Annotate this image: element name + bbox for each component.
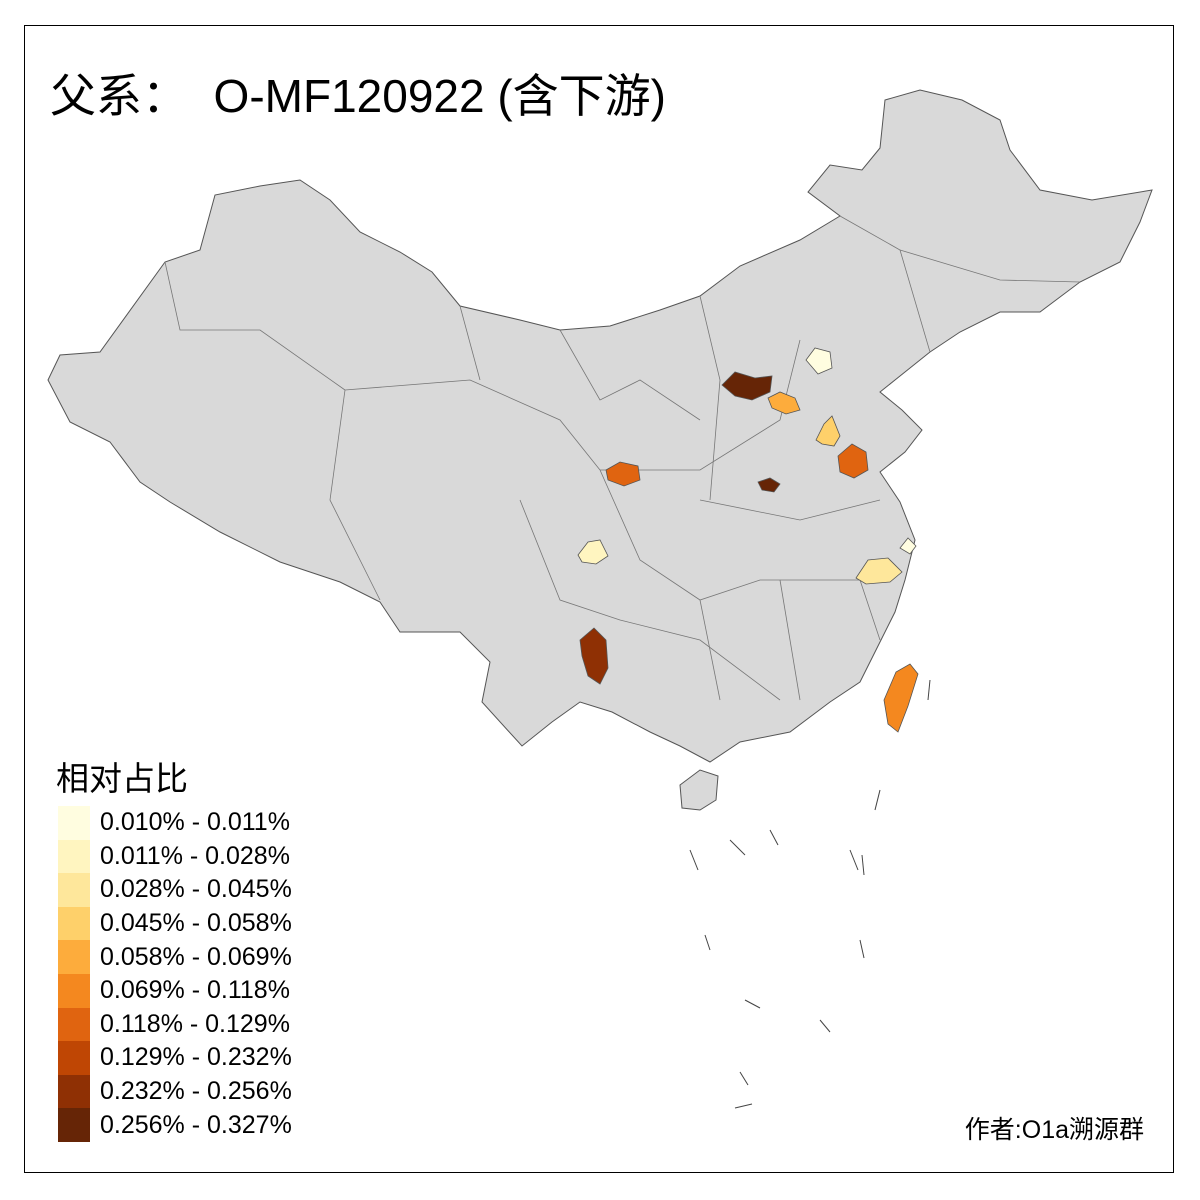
china-mainland — [47, 89, 1153, 763]
province-boundary — [839, 215, 931, 353]
shaded-region — [757, 477, 781, 493]
shaded-region — [721, 371, 773, 401]
island-line — [734, 1103, 753, 1109]
legend-label: 0.011% - 0.028% — [100, 841, 290, 870]
legend-swatch — [58, 906, 90, 941]
legend-swatch — [58, 973, 90, 1008]
shaded-region — [579, 627, 609, 685]
legend: 0.010% - 0.011% 0.011% - 0.028% 0.028% - 0… — [58, 806, 292, 1142]
legend-item: 0.028% - 0.045% — [58, 873, 292, 907]
shaded-region — [883, 663, 919, 733]
province-boundary — [164, 261, 346, 391]
shaded-region — [855, 557, 903, 585]
island-line — [819, 1019, 831, 1033]
island-line — [859, 939, 865, 959]
legend-item: 0.129% - 0.232% — [58, 1041, 292, 1075]
map-frame — [24, 25, 1174, 1173]
legend-swatch — [58, 839, 90, 874]
shaded-region — [577, 539, 609, 565]
shaded-region — [767, 391, 801, 415]
legend-label: 0.118% - 0.129% — [100, 1009, 290, 1038]
island-line — [927, 679, 931, 701]
legend-swatch — [58, 1041, 90, 1075]
legend-label: 0.129% - 0.232% — [100, 1043, 292, 1072]
shaded-region — [805, 347, 833, 375]
legend-item: 0.045% - 0.058% — [58, 906, 292, 941]
island-line — [769, 829, 779, 846]
shaded-region — [815, 415, 841, 447]
province-boundary — [859, 579, 881, 641]
legend-label: 0.069% - 0.118% — [100, 976, 290, 1005]
legend-swatch — [58, 1074, 90, 1109]
island-line — [874, 789, 881, 811]
legend-label: 0.010% - 0.011% — [100, 808, 290, 837]
province-boundary — [559, 329, 701, 421]
legend-label: 0.256% - 0.327% — [100, 1110, 292, 1139]
legend-swatch — [58, 1108, 90, 1142]
legend-item: 0.118% - 0.129% — [58, 1007, 292, 1042]
shaded-region — [837, 443, 869, 479]
island-line — [849, 849, 859, 871]
legend-swatch — [58, 806, 90, 840]
legend-item: 0.069% - 0.118% — [58, 973, 292, 1008]
island-line — [744, 999, 761, 1009]
legend-title: 相对占比 — [56, 759, 188, 798]
legend-swatch — [58, 1007, 90, 1042]
hainan-island — [679, 769, 719, 811]
legend-label: 0.045% - 0.058% — [100, 909, 292, 938]
island-line — [729, 839, 746, 856]
province-boundary — [899, 249, 1081, 283]
province-boundary — [519, 499, 781, 701]
province-boundary — [600, 339, 801, 471]
legend-swatch — [58, 940, 90, 974]
legend-item: 0.058% - 0.069% — [58, 940, 292, 974]
legend-item: 0.256% - 0.327% — [58, 1108, 292, 1142]
legend-item: 0.010% - 0.011% — [58, 806, 292, 840]
island-line — [689, 849, 699, 871]
province-boundary — [344, 379, 601, 471]
province-boundary — [459, 305, 481, 381]
legend-item: 0.011% - 0.028% — [58, 839, 292, 874]
island-line — [704, 934, 711, 951]
province-boundary — [329, 389, 381, 601]
map-title: 父系： O-MF120922 (含下游) — [50, 70, 666, 122]
legend-swatch — [58, 873, 90, 907]
author-credit: 作者:O1a溯源群 — [964, 1116, 1144, 1144]
province-boundary — [699, 599, 721, 701]
island-line — [739, 1071, 749, 1086]
province-boundary — [779, 579, 801, 701]
province-boundary — [699, 499, 881, 521]
shaded-region — [899, 537, 917, 555]
legend-label: 0.058% - 0.069% — [100, 942, 292, 971]
legend-label: 0.028% - 0.045% — [100, 875, 292, 904]
legend-item: 0.232% - 0.256% — [58, 1074, 292, 1109]
island-line — [861, 854, 865, 876]
shaded-region — [605, 461, 641, 487]
province-boundary — [699, 295, 721, 501]
legend-label: 0.232% - 0.256% — [100, 1077, 292, 1106]
